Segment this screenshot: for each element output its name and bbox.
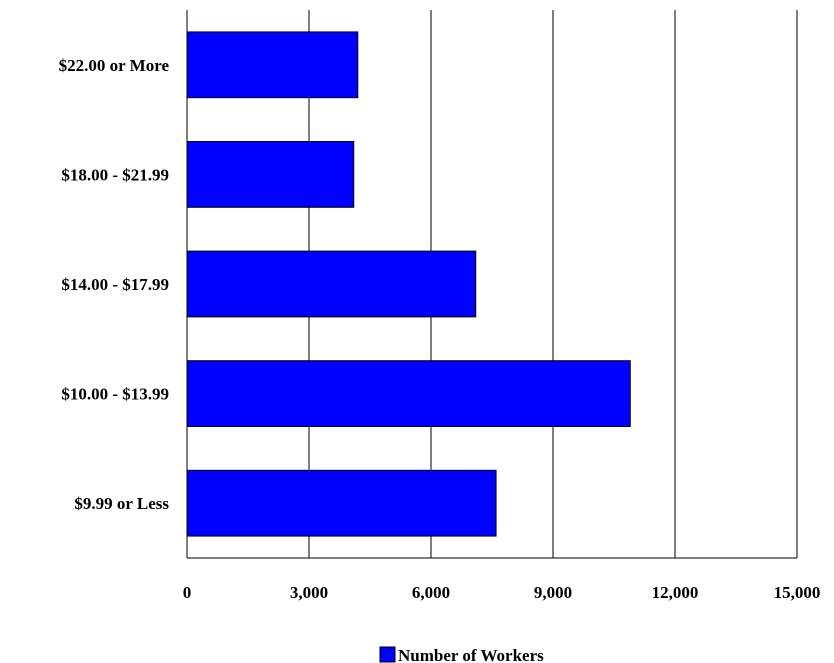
x-tick-label: 3,000	[290, 583, 328, 602]
legend-label: Number of Workers	[398, 646, 544, 663]
x-tick-label: 15,000	[774, 583, 821, 602]
category-label: $10.00 - $13.99	[61, 385, 169, 404]
x-tick-labels: 0 3,000 6,000 9,000 12,000 15,000	[183, 583, 821, 602]
category-label: $14.00 - $17.99	[61, 275, 169, 294]
legend-swatch	[379, 646, 396, 663]
bar	[186, 31, 359, 99]
category-label: $9.99 or Less	[74, 494, 169, 513]
bars	[186, 31, 631, 537]
bar	[186, 250, 477, 318]
bar	[186, 360, 631, 427]
category-label: $22.00 or More	[59, 56, 170, 75]
gridlines	[308, 10, 798, 558]
x-tick-label: 0	[183, 583, 192, 602]
axes	[186, 10, 797, 559]
bar	[186, 469, 497, 537]
legend: Number of Workers	[379, 646, 544, 663]
category-labels: $22.00 or More $18.00 - $21.99 $14.00 - $1…	[59, 56, 170, 513]
x-tick-label: 9,000	[534, 583, 572, 602]
x-tick-label: 12,000	[652, 583, 699, 602]
category-label: $18.00 - $21.99	[61, 165, 169, 184]
bar	[186, 141, 355, 208]
x-tick-label: 6,000	[412, 583, 450, 602]
